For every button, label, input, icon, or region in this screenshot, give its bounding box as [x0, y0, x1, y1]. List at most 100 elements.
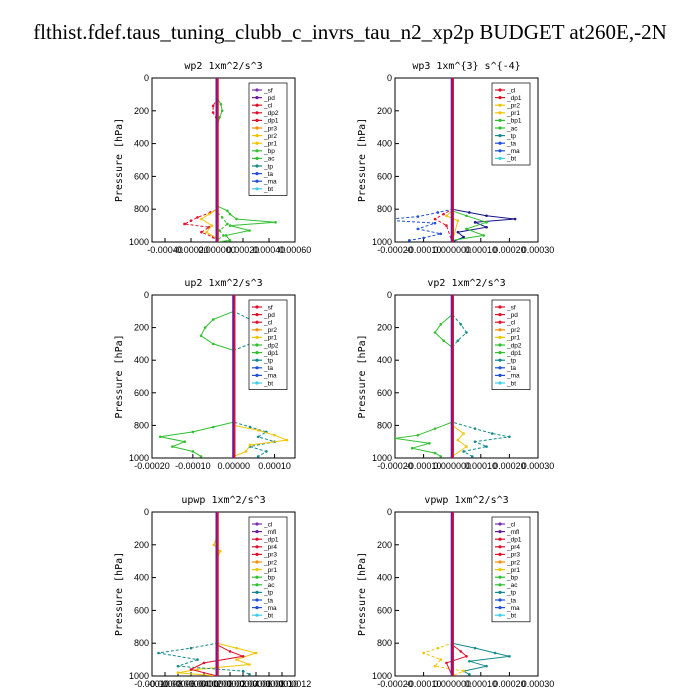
legend-marker: [498, 598, 502, 602]
data-point: [176, 664, 180, 668]
legend-marker: [255, 313, 259, 317]
legend-label: _tp: [506, 590, 516, 597]
y-tick-label: 1000: [129, 671, 149, 681]
data-point: [218, 116, 221, 119]
legend-marker: [498, 575, 502, 579]
data-point: [490, 432, 494, 435]
legend-marker: [255, 172, 259, 176]
data-point: [196, 658, 199, 661]
y-axis-label: Pressure [hPa]: [114, 334, 125, 418]
legend-marker: [255, 545, 259, 549]
series-line: [233, 295, 275, 457]
data-point: [226, 209, 229, 213]
panel-title: vp2 1xm^2/s^3: [427, 278, 505, 289]
data-point: [211, 318, 215, 321]
y-axis-label: Pressure [hPa]: [357, 334, 368, 418]
data-point: [442, 339, 445, 342]
data-point: [445, 224, 448, 227]
legend-label: _bp: [506, 575, 518, 582]
legend-marker: [498, 613, 502, 617]
legend-label: _tp: [263, 590, 273, 597]
legend-marker: [255, 522, 259, 526]
y-tick-label: 600: [377, 171, 392, 181]
x-tick-label: 0.00020: [227, 245, 260, 255]
legend-label: _pd: [506, 312, 518, 319]
data-point: [408, 239, 411, 242]
y-tick-label: 0: [387, 507, 392, 517]
data-point: [456, 438, 460, 442]
legend-marker: [255, 530, 259, 534]
x-tick-label: 0.00030: [522, 245, 555, 255]
legend-marker: [255, 560, 259, 564]
legend-label: _ma: [263, 373, 277, 380]
data-point: [158, 435, 162, 439]
data-point: [465, 214, 468, 218]
legend-marker: [255, 381, 259, 385]
legend-label: _dp1: [506, 95, 522, 102]
data-point: [470, 455, 474, 458]
legend-marker: [498, 358, 502, 362]
legend-marker: [498, 568, 502, 572]
x-tick-label: 0.00006: [240, 679, 273, 689]
legend-label: _sf: [263, 304, 273, 311]
panel-6: vpwp 1xm^2/s^3 Pressure [hPa] 0 200 400 600 80…: [357, 495, 554, 689]
y-tick-label: 1000: [372, 671, 392, 681]
legend-marker: [255, 583, 259, 587]
x-tick-label: -0.00010: [406, 461, 442, 471]
panel-5: upwp 1xm^2/s^3 Pressure [hPa] 0 200 400 600 80…: [114, 495, 311, 689]
data-point: [241, 669, 245, 673]
data-point: [456, 230, 460, 234]
legend-marker: [498, 530, 502, 534]
legend-marker: [498, 156, 502, 160]
legend-marker: [498, 313, 502, 317]
data-point: [220, 216, 224, 219]
data-point: [235, 646, 238, 650]
data-point: [199, 334, 203, 338]
legend: _sf_pd_cl_pr2_pr1_dp2_dp1_tp_ta_ma_bt: [491, 299, 531, 390]
legend-marker: [498, 351, 502, 355]
legend-label: _dp1: [263, 350, 279, 357]
legend-marker: [498, 111, 502, 115]
y-tick-label: 0: [144, 290, 149, 300]
legend-label: _pr2: [506, 103, 520, 110]
y-tick-label: 400: [134, 573, 149, 583]
y-tick-label: 800: [377, 420, 392, 430]
data-point: [196, 668, 199, 671]
x-tick-label: -0.00006: [160, 679, 196, 689]
x-tick-label: -0.00020: [173, 245, 209, 255]
legend-marker: [255, 134, 259, 138]
data-point: [189, 219, 193, 222]
data-point: [439, 455, 443, 458]
x-tick-label: 0.00004: [227, 679, 260, 689]
data-point: [433, 664, 437, 668]
legend-label: _dp1: [263, 118, 279, 125]
x-tick-label: 0.00060: [279, 245, 312, 255]
data-point: [265, 450, 268, 453]
series-line: [451, 78, 516, 242]
data-point: [191, 430, 195, 434]
data-point: [248, 673, 251, 676]
data-point: [468, 673, 471, 676]
data-point: [445, 661, 448, 665]
legend-marker: [498, 552, 502, 557]
plot-frame: [151, 511, 296, 677]
x-tick-label: -0.00020: [377, 245, 413, 255]
legend-marker: [498, 537, 502, 541]
plot-frame: [151, 294, 296, 459]
data-point: [171, 445, 174, 448]
data-point: [468, 211, 471, 214]
data-point: [462, 432, 465, 435]
panel-title: vpwp 1xm^2/s^3: [424, 495, 508, 506]
data-point: [256, 435, 260, 439]
data-point: [439, 232, 443, 236]
legend-label: _tp: [263, 163, 273, 170]
data-point: [202, 661, 206, 665]
y-axis-label: Pressure [hPa]: [357, 552, 368, 636]
legend-label: _ta: [263, 597, 273, 604]
panel-3: up2 1xm^2/s^3 Pressure [hPa] 0 200 400 600 800…: [114, 278, 296, 471]
data-point: [226, 222, 229, 226]
data-point: [256, 428, 260, 432]
data-point: [433, 427, 437, 430]
series-pr1: [422, 512, 466, 676]
y-tick-label: 200: [134, 540, 149, 550]
